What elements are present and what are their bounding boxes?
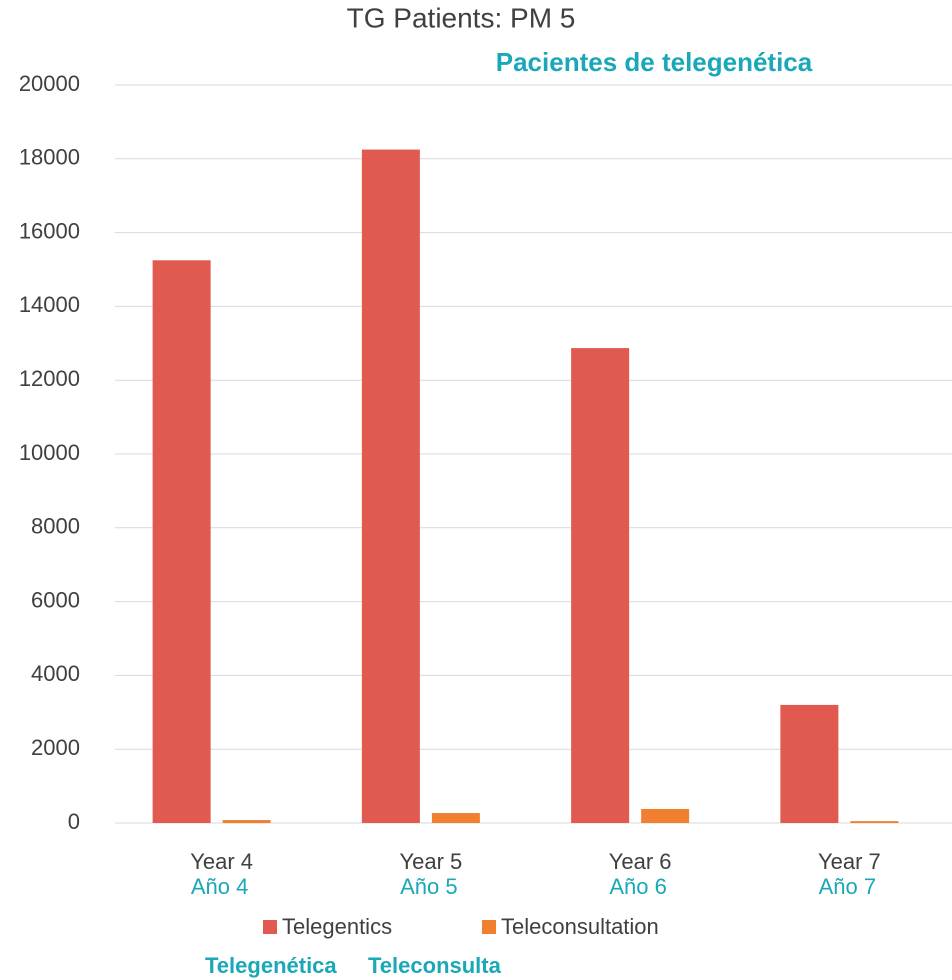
bar	[152, 260, 211, 823]
bar	[431, 813, 480, 823]
y-tick-label: 8000	[31, 514, 80, 539]
bar	[641, 808, 690, 823]
bar	[361, 149, 420, 823]
y-tick-label: 12000	[19, 366, 80, 391]
y-tick-label: 6000	[31, 587, 80, 612]
bar	[222, 820, 271, 823]
legend-label-es: Teleconsulta	[368, 953, 502, 978]
y-tick-label: 10000	[19, 440, 80, 465]
y-tick-label: 14000	[19, 292, 80, 317]
x-tick-label: Year 6	[609, 849, 672, 874]
legend-swatch	[482, 920, 496, 934]
bar	[850, 821, 899, 823]
y-tick-label: 4000	[31, 661, 80, 686]
bar	[571, 348, 630, 823]
y-tick-label: 16000	[19, 218, 80, 243]
chart-title: TG Patients: PM 5	[347, 2, 576, 33]
legend-label-es: Telegenética	[205, 953, 337, 978]
legend-label: Telegentics	[282, 914, 392, 939]
x-tick-label: Year 5	[399, 849, 462, 874]
y-tick-label: 18000	[19, 145, 80, 170]
x-tick-label-es: Año 6	[609, 874, 667, 899]
y-tick-label: 20000	[19, 71, 80, 96]
bar	[780, 704, 839, 823]
x-tick-label-es: Año 4	[191, 874, 249, 899]
legend-label: Teleconsultation	[501, 914, 659, 939]
chart-subtitle: Pacientes de telegenética	[496, 47, 813, 77]
x-tick-label: Year 7	[818, 849, 881, 874]
x-tick-label-es: Año 7	[819, 874, 877, 899]
x-tick-label: Year 4	[190, 849, 253, 874]
y-tick-label: 2000	[31, 735, 80, 760]
legend-swatch	[263, 920, 277, 934]
x-tick-label-es: Año 5	[400, 874, 458, 899]
y-tick-label: 0	[68, 809, 80, 834]
